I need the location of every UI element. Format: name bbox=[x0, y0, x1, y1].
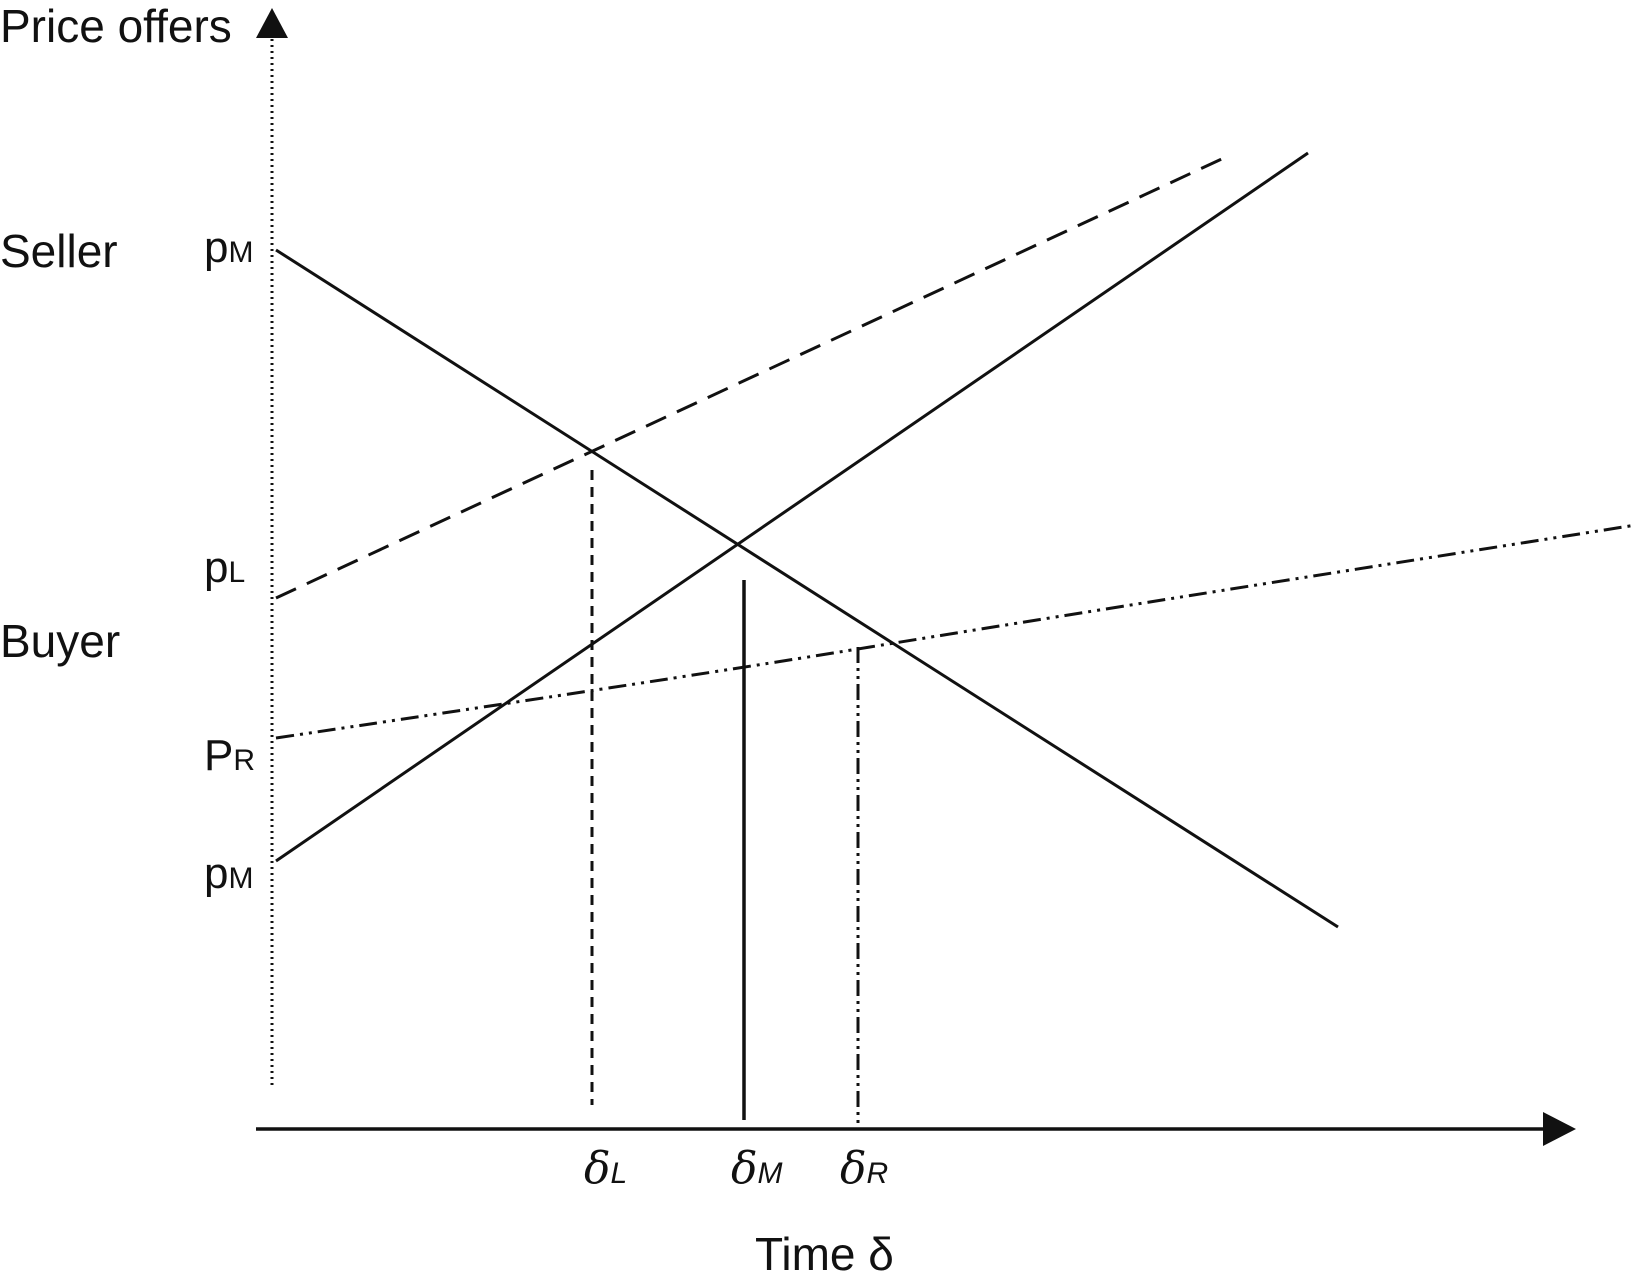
buyer-pm-label: pM bbox=[204, 849, 253, 898]
buyer-pr-label: PR bbox=[204, 731, 255, 780]
x-axis-arrowhead bbox=[1543, 1112, 1576, 1146]
seller-offer-line bbox=[275, 248, 1339, 929]
buyer-label: Buyer bbox=[0, 615, 120, 667]
buyer-m-line bbox=[275, 151, 1309, 863]
y-axis-label: Price offers bbox=[0, 0, 232, 52]
buyer-r-curve bbox=[275, 523, 1636, 740]
seller-pm-label: pM bbox=[204, 223, 253, 272]
delta-m-label: δM bbox=[731, 1143, 783, 1194]
x-axis-label: Time δ bbox=[755, 1228, 894, 1280]
seller-label: Seller bbox=[0, 225, 118, 277]
buyer-l-line bbox=[275, 155, 1227, 600]
delta-l-label: δL bbox=[584, 1143, 627, 1194]
buyer-pl-label: pL bbox=[204, 543, 245, 592]
y-axis-arrowhead bbox=[256, 8, 288, 38]
delta-r-label: δR bbox=[840, 1143, 888, 1194]
